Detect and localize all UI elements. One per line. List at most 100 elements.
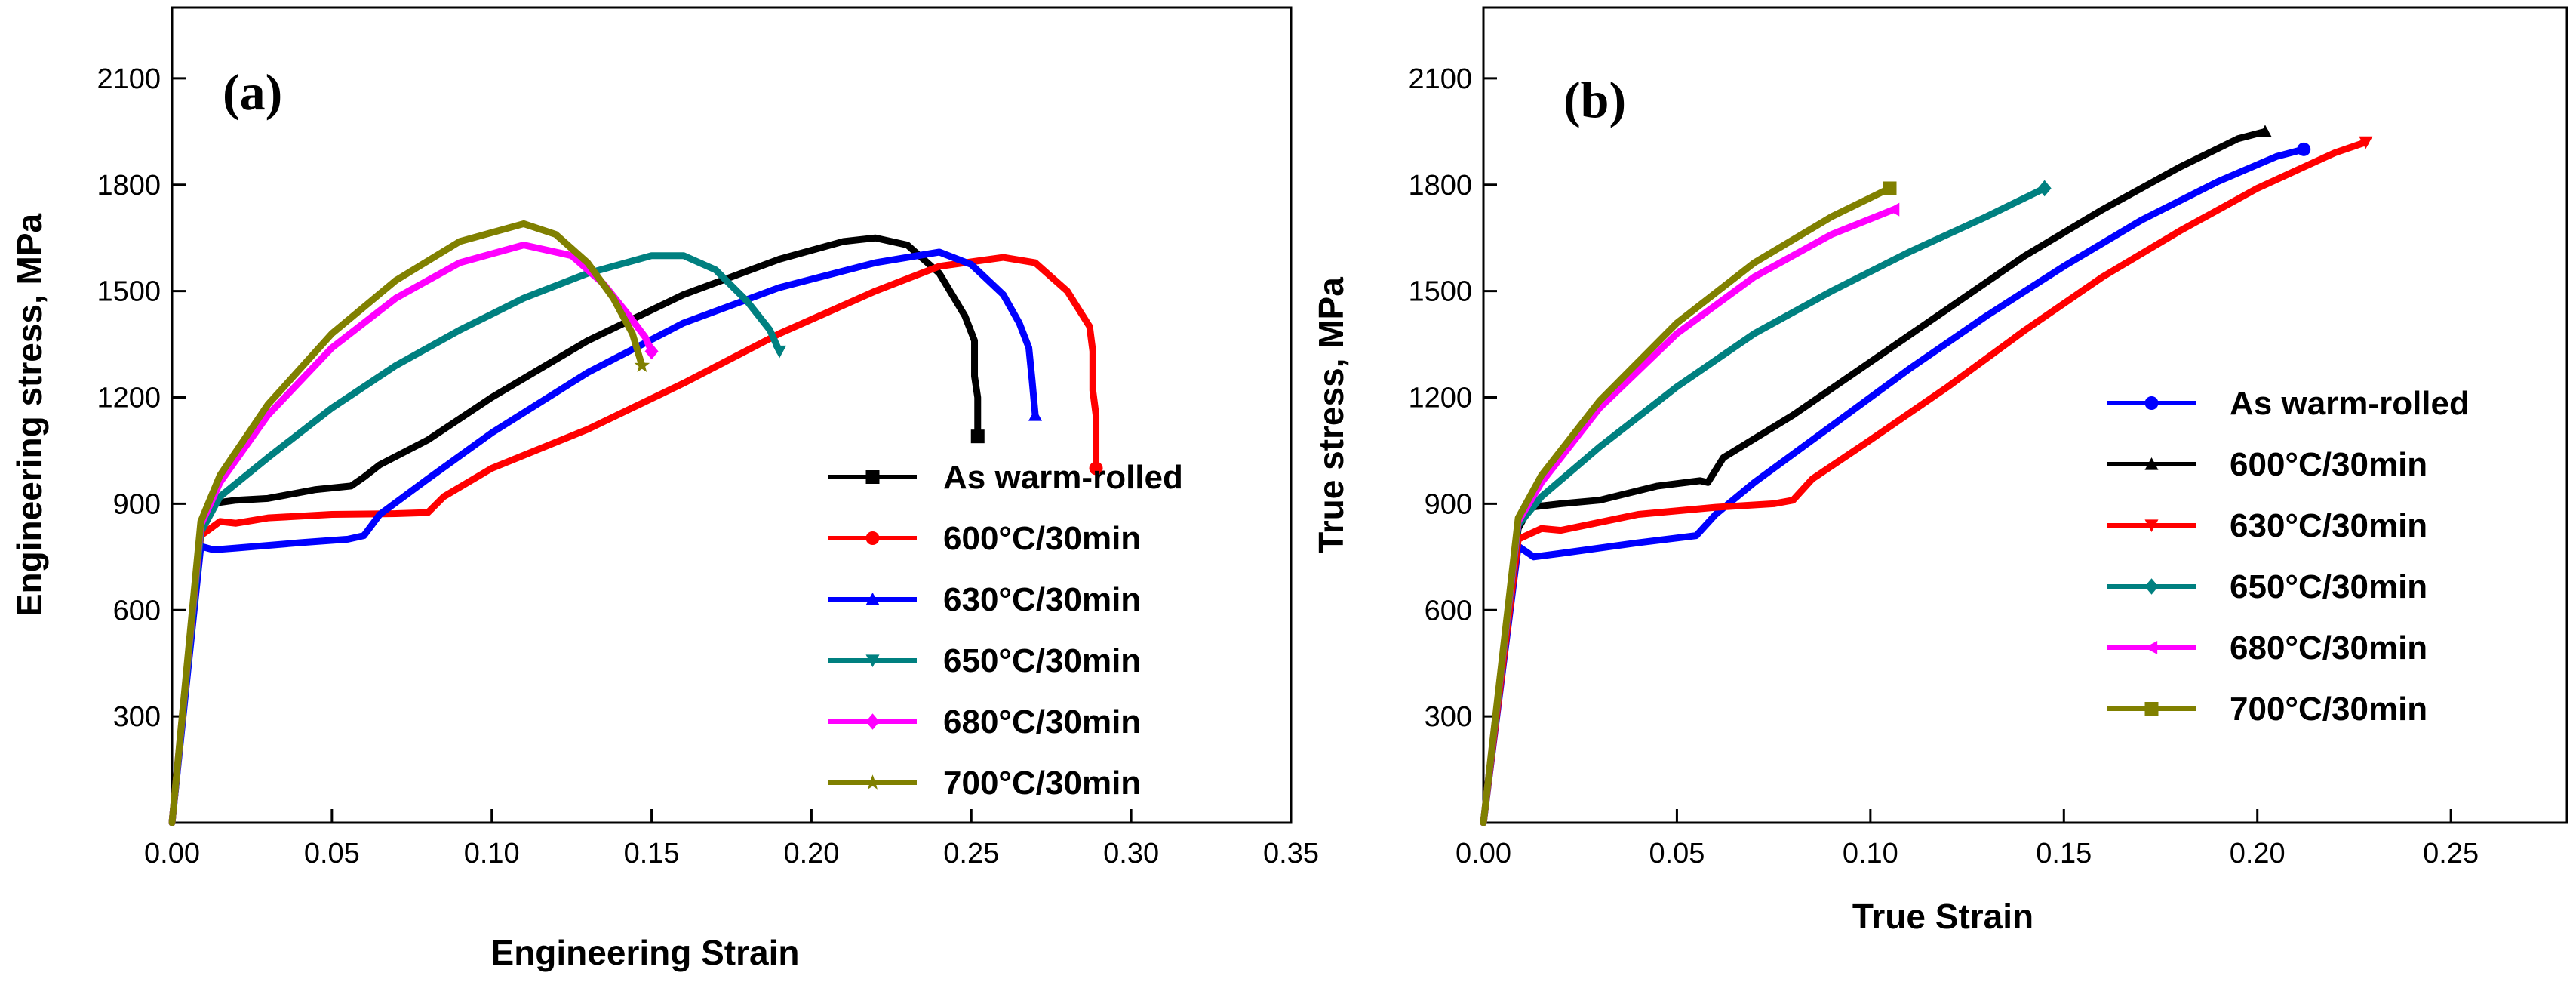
panel-b-series-2-end-marker xyxy=(2258,125,2272,137)
panel-a-x-tick-label: 0.15 xyxy=(624,838,680,870)
panel-a-legend-marker xyxy=(865,654,880,667)
panel-b-series-4-line xyxy=(1480,184,2049,826)
panel-a-y-tick-label: 1200 xyxy=(97,383,161,414)
panel-b: 0.00 0.05 0.10 0.15 0.20 0.25 300 600 900 1200 150… xyxy=(1311,6,2568,936)
panel-a-legend-item: 700°C/30min xyxy=(828,765,1141,802)
panel-a-y-axis-title: Engineering stress, MPa xyxy=(10,213,49,617)
panel-b-legend-label: 680°C/30min xyxy=(2230,629,2427,666)
panel-a-plot-frame xyxy=(171,6,1293,824)
panel-b-legend-marker xyxy=(2144,702,2159,716)
panel-a-series-2-end-marker xyxy=(1089,461,1103,476)
panel-a-y-tick-label: 300 xyxy=(113,701,161,733)
panel-a-series-3-end-marker xyxy=(1028,408,1043,421)
panel-b-series-3-line xyxy=(1480,138,2369,826)
panel-a-y-tick-label: 900 xyxy=(113,488,161,520)
panel-a-legend-item: As warm-rolled xyxy=(828,459,1183,496)
panel-b-legend-marker xyxy=(2144,396,2159,410)
panel-b-y-tick-label: 1200 xyxy=(1408,383,1472,414)
panel-a-series-3-line xyxy=(168,248,1039,826)
panel-a-x-tick-label: 0.10 xyxy=(464,838,520,870)
panel-b-x-tick-label: 0.15 xyxy=(2036,838,2092,870)
panel-b-series-4-end-marker xyxy=(2037,180,2052,197)
panel-a-series-1-line xyxy=(168,234,982,826)
panel-b-label: (b) xyxy=(1563,71,1626,128)
panel-b-y-tick-label: 1800 xyxy=(1408,170,1472,202)
panel-a-series-2-line xyxy=(168,254,1100,826)
panel-b-x-tick-label: 0.05 xyxy=(1649,838,1705,870)
panel-b-series-1-end-marker xyxy=(2297,142,2311,156)
panel-a-legend-marker xyxy=(865,774,881,790)
panel-b-x-tick-label: 0.00 xyxy=(1456,838,1511,870)
panel-b-ticks: 0.00 0.05 0.10 0.15 0.20 0.25 300 600 900 1200 150… xyxy=(1408,63,2479,870)
panel-b-legend-label: As warm-rolled xyxy=(2230,385,2470,422)
panel-a-legend-label: 700°C/30min xyxy=(943,765,1141,802)
panel-a-label: (a) xyxy=(223,63,282,121)
panel-b-legend: As warm-rolled 600°C/30min 630°C/30min 650°… xyxy=(2107,385,2470,728)
panel-a-legend-marker xyxy=(865,713,880,730)
panel-a-series-6-end-marker xyxy=(634,357,650,372)
panel-a-legend-label: 650°C/30min xyxy=(943,642,1141,679)
panel-b-x-axis-title: True Strain xyxy=(1852,897,2033,936)
panel-b-legend-label: 650°C/30min xyxy=(2230,568,2427,605)
panel-b-legend-label: 600°C/30min xyxy=(2230,446,2427,483)
panel-a-x-tick-label: 0.00 xyxy=(144,838,200,870)
panel-b-x-tick-label: 0.25 xyxy=(2423,838,2479,870)
panel-a-y-tick-label: 1500 xyxy=(97,276,161,308)
panel-a-legend-label: As warm-rolled xyxy=(943,459,1183,496)
panel-a-series-6-line xyxy=(168,220,646,826)
panel-a-series xyxy=(168,220,1103,826)
panel-a-legend-label: 680°C/30min xyxy=(943,703,1141,740)
panel-a-legend-marker xyxy=(865,470,880,484)
panel-b-series-3-end-marker xyxy=(2359,136,2373,149)
panel-a-y-tick-label: 1800 xyxy=(97,170,161,202)
panel-a-legend-item: 680°C/30min xyxy=(828,703,1141,740)
panel-b-series xyxy=(1480,125,2373,826)
panel-a-legend-label: 630°C/30min xyxy=(943,581,1141,618)
panel-a: 0.00 0.05 0.10 0.15 0.20 0.25 0.30 0.35 300 600 90… xyxy=(10,6,1319,972)
panel-b-legend-item: 650°C/30min xyxy=(2107,568,2427,605)
panel-a-series-4-end-marker xyxy=(773,345,787,359)
panel-a-legend-label: 600°C/30min xyxy=(943,520,1141,557)
panel-a-x-tick-label: 0.35 xyxy=(1263,838,1319,870)
panel-b-series-6-end-marker xyxy=(1883,181,1897,195)
panel-b-legend-marker xyxy=(2144,457,2159,470)
panel-a-x-tick-label: 0.30 xyxy=(1103,838,1159,870)
panel-a-legend-marker xyxy=(865,593,880,605)
panel-b-legend-marker xyxy=(2144,578,2159,595)
panel-a-series-5-end-marker xyxy=(644,343,659,360)
panel-b-x-tick-label: 0.10 xyxy=(1843,838,1898,870)
panel-a-x-tick-label: 0.20 xyxy=(783,838,839,870)
panel-b-series-5-end-marker xyxy=(1886,202,1900,217)
panel-b-legend-marker xyxy=(2144,641,2158,654)
panel-b-legend-item: 680°C/30min xyxy=(2107,629,2427,666)
panel-b-legend-item: 600°C/30min xyxy=(2107,446,2427,483)
panel-a-legend-item: 650°C/30min xyxy=(828,642,1141,679)
panel-b-legend-item: As warm-rolled xyxy=(2107,385,2470,422)
panel-b-y-tick-label: 300 xyxy=(1425,701,1472,733)
panel-a-legend-marker xyxy=(865,531,880,545)
panel-b-legend-label: 700°C/30min xyxy=(2230,691,2427,728)
panel-b-y-axis-title: True stress, MPa xyxy=(1311,277,1351,553)
panel-a-series-4-line xyxy=(168,252,783,826)
panel-a-x-tick-label: 0.25 xyxy=(943,838,999,870)
panel-b-legend-marker xyxy=(2144,519,2159,532)
panel-a-series-5-line xyxy=(168,242,656,826)
panel-a-legend-item: 600°C/30min xyxy=(828,520,1141,557)
panel-a-legend-item: 630°C/30min xyxy=(828,581,1141,618)
panel-a-x-tick-label: 0.05 xyxy=(304,838,360,870)
panel-b-legend-item: 630°C/30min xyxy=(2107,507,2427,544)
panel-b-series-1-line xyxy=(1480,146,2307,826)
panel-a-y-tick-label: 2100 xyxy=(97,63,161,95)
panel-a-legend: As warm-rolled 600°C/30min 630°C/30min 650°… xyxy=(828,459,1183,802)
panel-a-series-1-end-marker xyxy=(970,429,985,444)
panel-b-plot-frame xyxy=(1482,6,2568,824)
panel-b-x-tick-label: 0.20 xyxy=(2230,838,2286,870)
panel-b-series-6-line xyxy=(1480,184,1893,826)
panel-b-y-tick-label: 1500 xyxy=(1408,276,1472,308)
panel-a-x-axis-title: Engineering Strain xyxy=(491,933,800,972)
panel-b-y-tick-label: 2100 xyxy=(1408,63,1472,95)
panel-b-series-2-line xyxy=(1480,128,2269,826)
panel-a-y-tick-label: 600 xyxy=(113,595,161,626)
panel-b-y-tick-label: 900 xyxy=(1425,488,1472,520)
